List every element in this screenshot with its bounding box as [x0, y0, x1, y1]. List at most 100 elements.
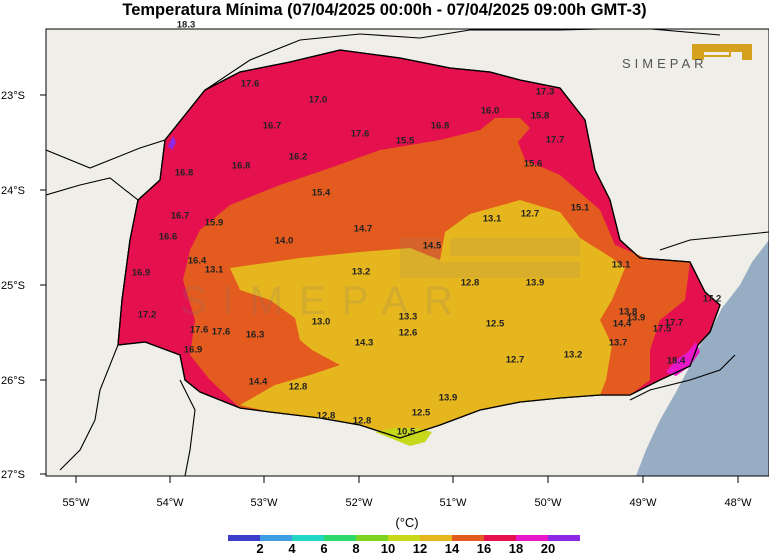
border-east [659, 231, 769, 251]
temperature-value: 13.9 [627, 313, 646, 324]
temperature-value: 13.2 [564, 350, 583, 361]
temperature-value: 16.7 [171, 211, 190, 222]
lon-label: 53°W [250, 497, 278, 509]
longitude-labels: 55°W 54°W 53°W 52°W 51°W 50°W 49°W 48°W [62, 497, 752, 509]
temperature-value: 16.9 [184, 345, 203, 356]
state-outline [117, 49, 721, 439]
temperature-value: 12.5 [486, 319, 505, 330]
station-values: 18.3 17.6 17.0 17.3 16.0 15.8 16.7 17.6 16.8 15.5… [132, 20, 722, 438]
temperature-value: 13.2 [352, 267, 371, 278]
legend-tick: 12 [413, 541, 427, 555]
temperature-value: 14.0 [275, 236, 294, 247]
legend-unit: (°C) [395, 515, 418, 530]
temperature-value: 12.6 [399, 328, 418, 339]
legend-swatch [452, 535, 484, 541]
temperature-value: 13.9 [526, 278, 545, 289]
temperature-value: 18.3 [177, 20, 196, 31]
temperature-value: 10.5 [397, 427, 416, 438]
temperature-value: 15.9 [205, 218, 224, 229]
map-frame [45, 28, 769, 477]
lon-label: 55°W [62, 497, 90, 509]
lon-label: 51°W [439, 497, 467, 509]
temperature-value: 17.6 [212, 327, 231, 338]
temperature-value: 17.5 [653, 324, 672, 335]
temperature-value: 16.9 [132, 268, 151, 279]
legend-tick: 14 [445, 541, 460, 555]
temperature-value: 13.8 [619, 307, 638, 318]
temperature-value: 16.8 [232, 161, 251, 172]
lon-label: 48°W [724, 497, 752, 509]
map-title: Temperatura Mínima (07/04/2025 00:00h - … [122, 1, 647, 19]
temperature-value: 12.7 [506, 355, 525, 366]
legend-swatch [516, 535, 548, 541]
legend-swatch [228, 535, 260, 541]
temperature-value: 12.5 [412, 408, 431, 419]
region-19-plus [666, 342, 700, 376]
temperature-value: 18.4 [667, 356, 686, 367]
temperature-value: 12.7 [521, 209, 540, 220]
temperature-value: 15.8 [531, 111, 550, 122]
legend-tick: 16 [477, 541, 491, 555]
temperature-value: 13.3 [399, 312, 418, 323]
temperature-value: 15.5 [396, 136, 415, 147]
temperature-value: 12.8 [317, 411, 336, 422]
legend-tick: 10 [381, 541, 395, 555]
legend-swatch [260, 535, 292, 541]
temperature-value: 12.8 [353, 416, 372, 427]
legend-swatch [324, 535, 356, 541]
border-south [179, 379, 196, 476]
temperature-value: 16.8 [431, 121, 450, 132]
legend-swatch [292, 535, 324, 541]
temperature-value: 17.2 [138, 310, 157, 321]
legend-tick: 2 [256, 541, 263, 555]
simepar-logo: SIMEPAR [622, 44, 752, 71]
temperature-value: 13.9 [439, 393, 458, 404]
legend-tick-labels: 2 4 6 8 10 12 14 16 18 20 [256, 541, 555, 555]
temperature-value: 15.6 [524, 159, 543, 170]
temperature-value: 14.4 [613, 319, 632, 330]
border-south-east [629, 354, 736, 401]
legend-tick: 20 [541, 541, 555, 555]
temperature-value: 17.6 [241, 79, 260, 90]
legend-swatch [420, 535, 452, 541]
temperature-value: 16.0 [481, 106, 500, 117]
temperature-value: 15.1 [571, 203, 590, 214]
axis-ticks [40, 94, 739, 483]
watermark-logo: SIMEPAR [180, 238, 580, 323]
temperature-value: 16.3 [246, 330, 265, 341]
border-north [46, 29, 721, 169]
brand-name: SIMEPAR [622, 56, 708, 71]
legend-swatch [388, 535, 420, 541]
temperature-value: 13.1 [612, 260, 631, 271]
lon-label: 49°W [629, 497, 657, 509]
temperature-value: 13.0 [312, 317, 331, 328]
lon-label: 52°W [345, 497, 373, 509]
temperature-value: 14.5 [423, 241, 442, 252]
legend-tick: 4 [288, 541, 296, 555]
temperature-value: 14.7 [354, 224, 373, 235]
lat-label: 24°S [1, 185, 25, 197]
temperature-value: 17.0 [309, 95, 328, 106]
temperature-value: 14.4 [249, 377, 268, 388]
temperature-value: 17.6 [351, 129, 370, 140]
temperature-value: 13.1 [483, 214, 502, 225]
temperature-value: 16.6 [159, 232, 178, 243]
lon-label: 54°W [156, 497, 184, 509]
lat-label: 25°S [1, 280, 25, 292]
temperature-value: 17.7 [665, 318, 684, 329]
legend-tick: 6 [320, 541, 327, 555]
temperature-value: 14.3 [355, 338, 374, 349]
temperature-value: 12.8 [461, 278, 480, 289]
temperature-value: 16.2 [289, 152, 308, 163]
temperature-value: 13.7 [609, 338, 628, 349]
legend-colorbar [228, 535, 580, 541]
temperature-value: 15.4 [312, 188, 331, 199]
lat-label: 23°S [1, 90, 25, 102]
legend-swatch [548, 535, 580, 541]
legend-tick: 18 [509, 541, 523, 555]
temperature-value: 13.1 [205, 265, 224, 276]
temperature-value: 12.8 [289, 382, 308, 393]
region-13-15 [230, 200, 625, 438]
legend-tick: 8 [352, 541, 359, 555]
